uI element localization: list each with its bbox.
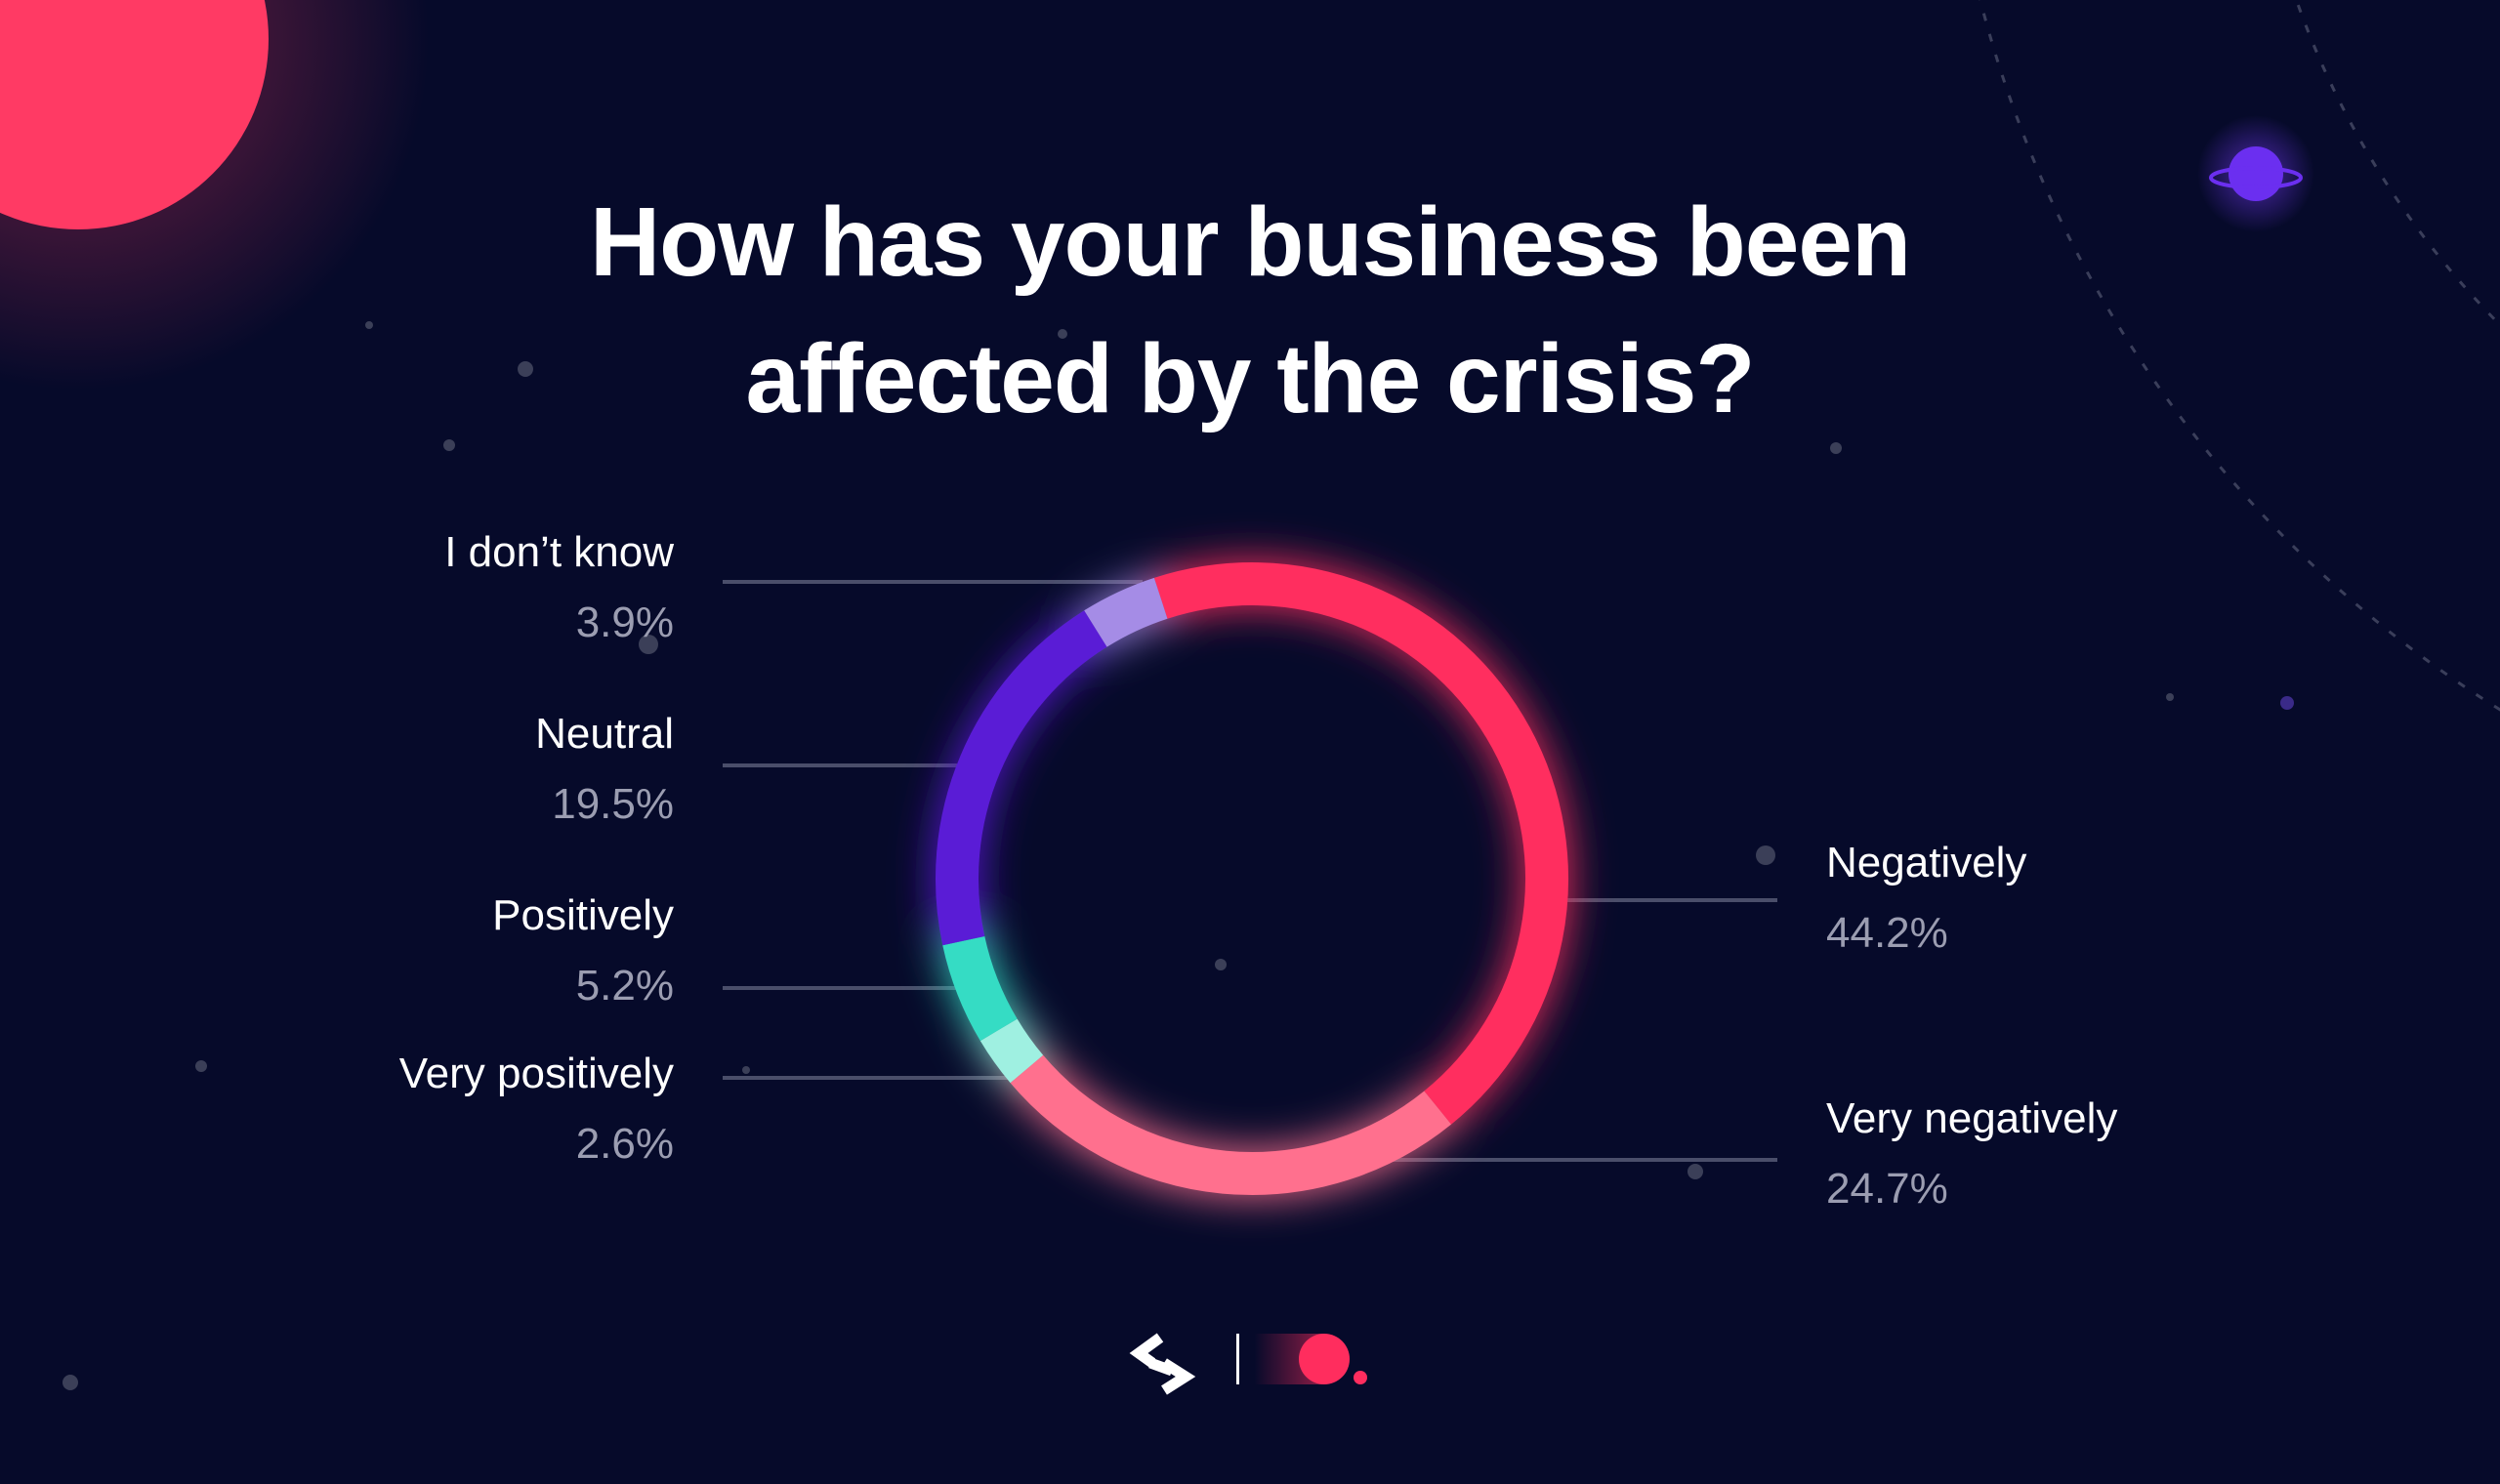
title-line-2: affected by the crisis? [745,324,1756,433]
donut-slice-very-positively [979,1018,1044,1084]
donut-slice-negatively [1153,562,1568,1125]
slice-label-value: 3.9% [575,598,674,646]
slice-label-name: Very positively [398,1050,674,1097]
slice-label-name: Negatively [1826,839,2027,886]
slice-label: Neutral 19.5% [166,709,674,830]
donut-slice-positively [942,935,1018,1042]
slice-label: Very negatively 24.7% [1826,1093,2334,1215]
slice-label-name: Neutral [535,710,674,758]
donut-slice-neutral [936,610,1107,946]
donut-slice-i-don-t-know [1084,577,1168,647]
stars [62,321,2294,1390]
slice-label-name: I don’t know [444,528,674,576]
small-planet-ring [2209,166,2303,189]
donut-slice-very-negatively [1010,1054,1452,1195]
slice-label-name: Very negatively [1826,1094,2118,1142]
slice-label: Negatively 44.2% [1826,838,2334,959]
title-line-1: How has your business been [589,187,1911,297]
slice-label: Positively 5.2% [166,890,674,1011]
donut-ring [936,562,1568,1195]
slice-label-value: 5.2% [575,962,674,1010]
slice-label: Very positively 2.6% [166,1049,674,1170]
sun-planet [0,0,269,229]
slice-label-value: 44.2% [1826,909,1948,957]
leader-lines [723,580,1777,1162]
page-title: How has your business been affected by t… [0,174,2500,447]
slice-label-value: 24.7% [1826,1165,1948,1213]
slice-label-name: Positively [492,891,674,939]
slice-label: I don’t know 3.9% [166,527,674,648]
slice-label-value: 19.5% [552,780,674,828]
slice-label-value: 2.6% [575,1120,674,1168]
